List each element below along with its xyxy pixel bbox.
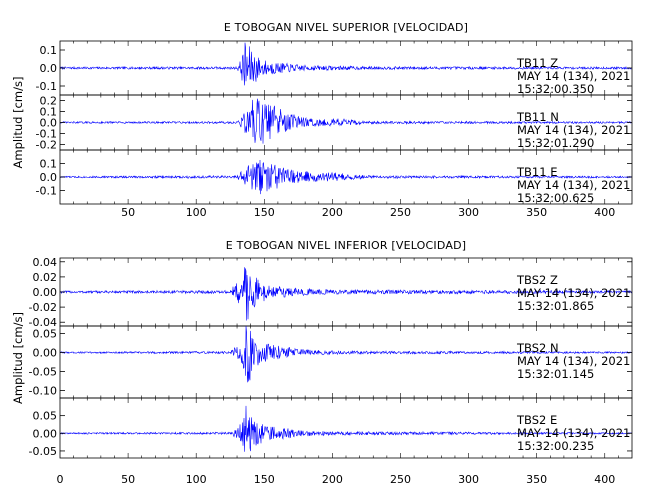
figure-title: E TOBOGAN NIVEL SUPERIOR [VELOCIDAD] (224, 21, 468, 34)
y-tick-label: 0.1 (40, 158, 58, 171)
y-tick-label: 0.04 (33, 256, 58, 269)
y-tick-label: -0.02 (29, 301, 57, 314)
time-label: 15:32:01.145 (517, 367, 594, 381)
x-tick-label: 50 (121, 206, 135, 219)
y-tick-label: 0.1 (40, 44, 58, 57)
time-label: 15:32:00.625 (517, 191, 594, 205)
station-label: TBS2 Z (516, 273, 558, 287)
station-label: TB11 N (516, 110, 559, 124)
date-label: MAY 14 (134), 2021 (517, 69, 630, 83)
y-tick-label: -0.10 (29, 384, 57, 397)
y-tick-label: 0.0 (40, 62, 58, 75)
y-tick-label: -0.04 (29, 316, 57, 329)
x-tick-label: 350 (526, 206, 547, 219)
y-tick-label: -0.1 (36, 80, 57, 93)
x-tick-label: 250 (390, 206, 411, 219)
x-tick-label: 200 (322, 473, 343, 486)
date-label: MAY 14 (134), 2021 (517, 286, 630, 300)
time-label: 15:32:00.235 (517, 439, 594, 453)
x-tick-label: 0 (57, 473, 64, 486)
x-tick-label: 250 (390, 473, 411, 486)
y-tick-label: 0.00 (33, 286, 58, 299)
date-label: MAY 14 (134), 2021 (517, 123, 630, 137)
station-label: TB11 E (516, 165, 557, 179)
time-label: 15:32:01.290 (517, 136, 594, 150)
x-tick-label: 150 (254, 206, 275, 219)
x-tick-label: 400 (594, 473, 615, 486)
seismogram-trace (60, 159, 632, 195)
y-tick-label: 0.05 (33, 328, 58, 341)
station-label: TBS2 N (516, 341, 559, 355)
y-tick-label: 0.05 (33, 410, 58, 423)
y-axis-label: Amplitud [cm/s] (11, 312, 25, 404)
y-tick-label: 0.1 (40, 106, 58, 119)
seismogram-trace (60, 42, 632, 86)
x-tick-label: 300 (458, 473, 479, 486)
y-tick-label: 0.02 (33, 271, 58, 284)
x-tick-label: 50 (121, 473, 135, 486)
time-label: 15:32:00.350 (517, 82, 594, 96)
x-tick-label: 300 (458, 206, 479, 219)
y-tick-label: 0.0 (40, 117, 58, 130)
y-tick-label: 0.00 (33, 427, 58, 440)
station-label: TBS2 E (516, 413, 557, 427)
time-label: 15:32:01.865 (517, 299, 594, 313)
date-label: MAY 14 (134), 2021 (517, 354, 630, 368)
y-tick-label: 0.00 (33, 347, 58, 360)
y-tick-label: -0.2 (36, 139, 57, 152)
x-tick-label: 150 (254, 473, 275, 486)
x-tick-label: 350 (526, 473, 547, 486)
y-tick-label: -0.05 (29, 365, 57, 378)
y-axis-label: Amplitud [cm/s] (11, 77, 25, 169)
x-tick-label: 100 (186, 206, 207, 219)
seismogram-trace (60, 405, 632, 452)
y-tick-label: -0.1 (36, 185, 57, 198)
y-tick-label: -0.1 (36, 128, 57, 141)
x-tick-label: 200 (322, 206, 343, 219)
date-label: MAY 14 (134), 2021 (517, 426, 630, 440)
station-label: TB11 Z (516, 56, 558, 70)
x-tick-label: 400 (594, 206, 615, 219)
figure-title: E TOBOGAN NIVEL INFERIOR [VELOCIDAD] (226, 239, 466, 252)
y-tick-label: -0.05 (29, 445, 57, 458)
seismogram-trace (60, 98, 632, 144)
seismogram-trace (60, 267, 632, 321)
y-tick-label: 0.0 (40, 171, 58, 184)
date-label: MAY 14 (134), 2021 (517, 178, 630, 192)
x-tick-label: 100 (186, 473, 207, 486)
y-tick-label: 0.2 (40, 95, 58, 108)
seismogram-trace (60, 325, 632, 383)
